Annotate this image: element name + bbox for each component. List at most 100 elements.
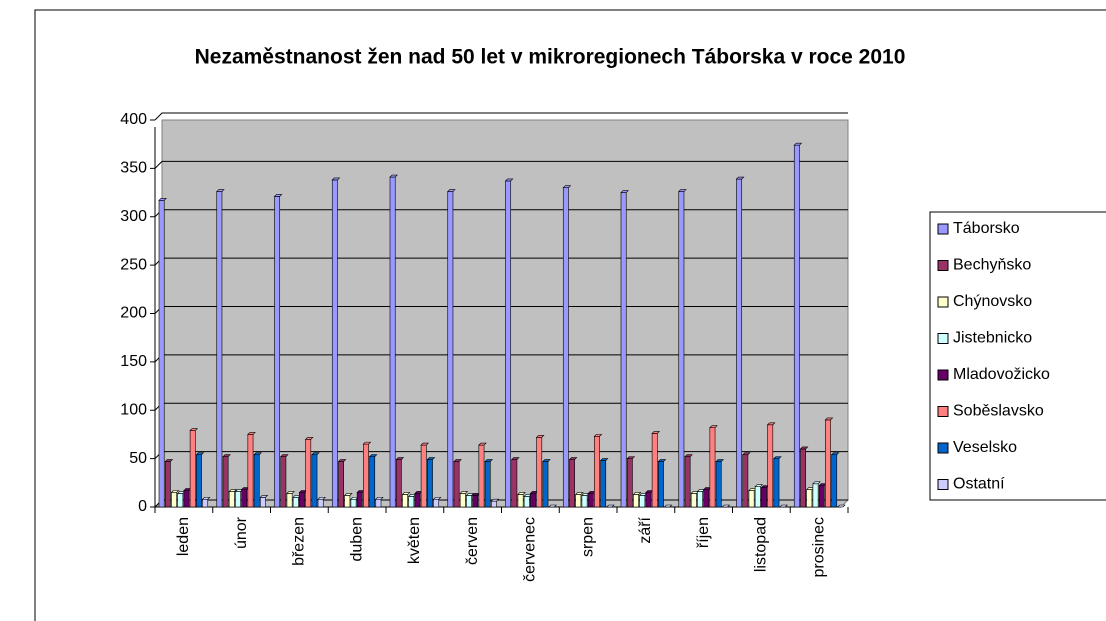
bar-top <box>766 422 776 426</box>
legend-label: Soběslavsko <box>953 403 1044 420</box>
chart-title: Nezaměstnanost žen nad 50 let v mikroreg… <box>195 46 906 69</box>
bar-top <box>216 189 225 192</box>
bar-top <box>432 496 442 500</box>
bar-top <box>368 454 378 457</box>
bar-top <box>824 417 834 421</box>
bar-top <box>793 142 803 146</box>
bar-top <box>331 177 341 181</box>
bar <box>402 494 408 508</box>
bar <box>459 493 466 508</box>
bar <box>177 493 184 508</box>
y-tick-label: 350 <box>120 160 147 177</box>
legend-marker <box>937 406 949 417</box>
bar <box>389 176 396 508</box>
bar-top <box>164 459 174 462</box>
bar <box>505 180 512 508</box>
bar <box>831 454 838 508</box>
bar <box>259 497 266 508</box>
bar-top <box>721 504 731 508</box>
bar <box>736 178 743 508</box>
legend-marker <box>937 369 949 381</box>
bar-top <box>395 457 405 460</box>
bar <box>542 461 549 508</box>
bar <box>171 492 177 508</box>
bar <box>363 443 369 508</box>
bar-top <box>253 452 263 456</box>
bar <box>517 494 524 508</box>
bar-top <box>626 456 636 459</box>
bar-top <box>632 492 642 495</box>
bar <box>350 498 357 508</box>
y-tick-label: 200 <box>120 305 147 322</box>
bar-top <box>754 484 764 487</box>
legend-label: Ostatní <box>953 476 1005 493</box>
bar <box>748 490 755 508</box>
bar-top <box>447 189 456 192</box>
bar <box>447 191 454 508</box>
bar <box>825 419 831 508</box>
bar <box>369 456 376 508</box>
bar <box>575 494 582 508</box>
legend-marker <box>937 333 949 344</box>
bar <box>773 458 780 508</box>
bar-top <box>286 491 295 494</box>
bar <box>216 191 223 508</box>
bar <box>806 489 813 508</box>
bar-top <box>426 457 436 460</box>
x-tick-label: listopad <box>753 517 770 572</box>
bar <box>433 498 440 508</box>
bar-top <box>465 493 475 496</box>
bar <box>536 437 543 508</box>
bar <box>305 438 312 508</box>
bar <box>530 493 536 508</box>
bar <box>478 444 485 508</box>
bar-top <box>201 496 211 500</box>
bar <box>311 454 318 508</box>
bar-top <box>741 452 751 456</box>
bar <box>620 192 627 508</box>
bar-top <box>228 489 238 492</box>
bar-top <box>343 493 353 496</box>
legend-label: Bechyňsko <box>953 257 1031 274</box>
bar <box>196 454 202 508</box>
bar <box>183 490 190 508</box>
bar <box>484 461 491 508</box>
bar-top <box>709 425 718 428</box>
legend-box <box>929 211 1106 501</box>
bar <box>331 179 338 508</box>
y-tick-label: 0 <box>138 498 147 515</box>
bar-top <box>535 435 545 438</box>
bar-top <box>459 491 469 494</box>
bar-top <box>542 459 551 462</box>
x-tick-label: leden <box>175 517 192 556</box>
bar <box>222 456 229 508</box>
bar <box>466 495 472 508</box>
x-tick-label: září <box>637 516 654 543</box>
bar <box>286 493 293 508</box>
x-tick-label: červen <box>464 517 481 565</box>
bar-top <box>568 457 578 460</box>
bar <box>645 492 652 508</box>
grid-line <box>154 160 848 169</box>
bar <box>317 498 324 508</box>
bar <box>228 491 235 508</box>
y-tick-label: 300 <box>120 208 147 225</box>
bar <box>761 487 767 508</box>
bar <box>587 493 594 508</box>
bar-top <box>247 432 256 435</box>
bar <box>767 424 774 508</box>
bar <box>280 456 287 508</box>
bar <box>408 496 415 508</box>
bar-top <box>389 174 398 178</box>
x-tick-label: červenec <box>522 517 539 582</box>
bar-top <box>273 194 283 197</box>
bar-top <box>663 504 673 508</box>
bar <box>633 494 639 508</box>
bar <box>800 448 806 508</box>
bar-top <box>620 190 629 193</box>
bar-top <box>189 428 199 431</box>
bar <box>453 461 460 508</box>
bar-top <box>478 442 487 446</box>
x-tick-label: prosinec <box>810 517 827 577</box>
